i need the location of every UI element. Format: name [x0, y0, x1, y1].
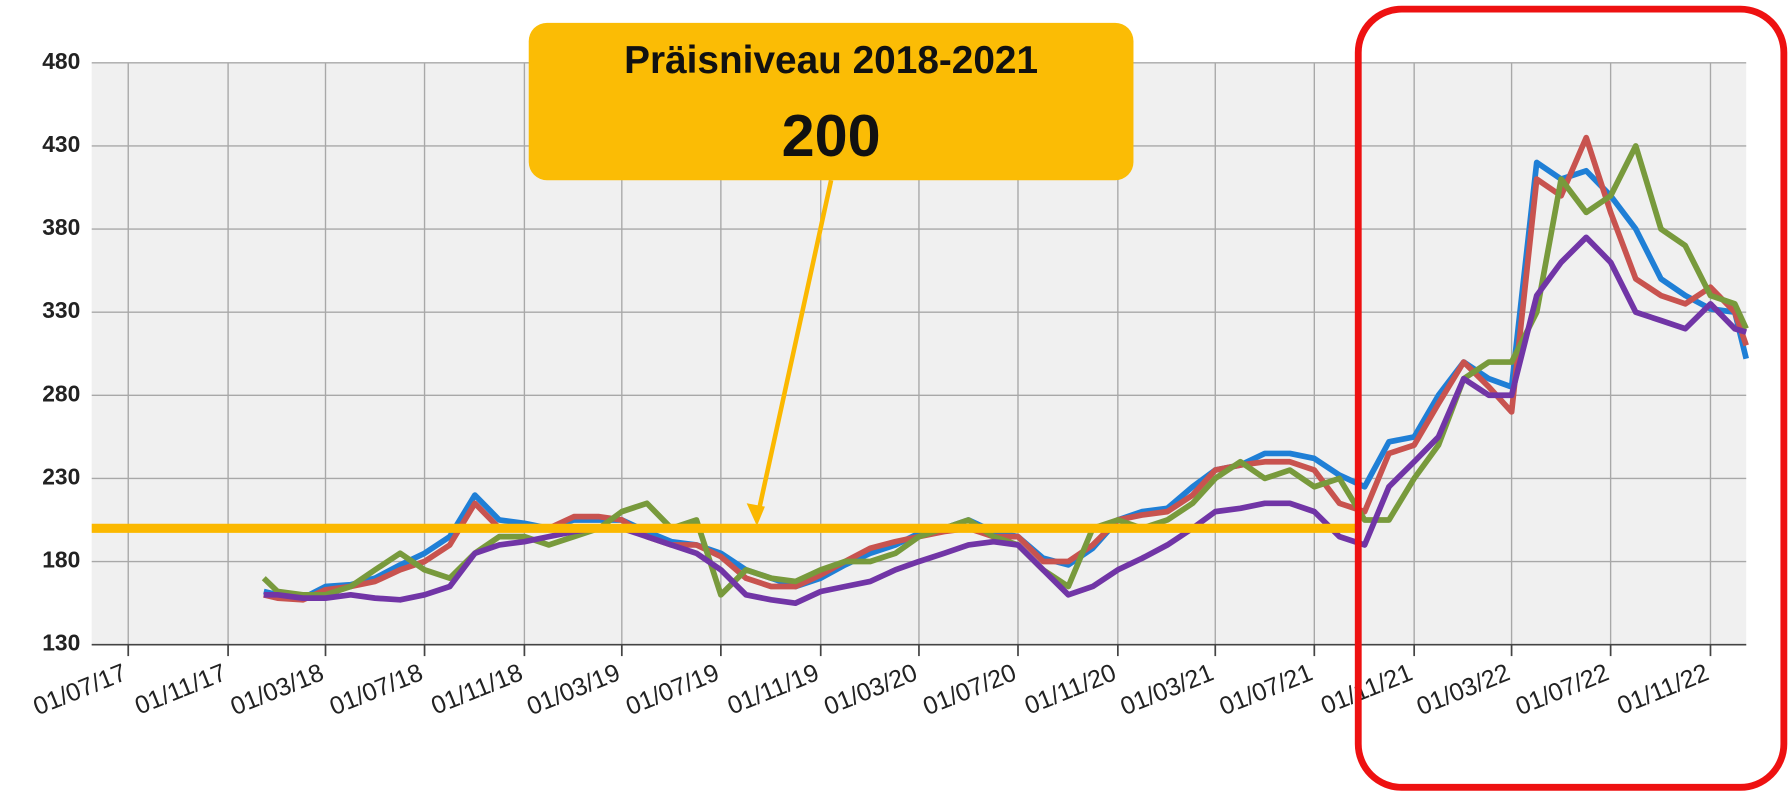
annotation: Präisniveau 2018-2021 200: [528, 22, 1134, 181]
x-tick-label: 01/07/18: [326, 659, 427, 722]
x-tick-label: 01/07/17: [29, 659, 130, 722]
annotation-value: 200: [782, 102, 881, 169]
x-tick-label: 01/03/22: [1413, 659, 1514, 722]
x-tick-label: 01/11/21: [1317, 659, 1416, 721]
y-tick-label: 380: [42, 214, 80, 240]
y-tick-label: 280: [42, 380, 80, 406]
x-tick-label: 01/03/21: [1116, 659, 1217, 722]
x-tick-label: 01/11/22: [1613, 659, 1712, 721]
y-tick-label: 230: [42, 463, 80, 489]
x-tick-label: 01/11/18: [427, 659, 526, 721]
y-tick-label: 480: [42, 48, 80, 74]
y-tick-label: 430: [42, 131, 80, 157]
annotation-box: [528, 22, 1134, 181]
series-line: [263, 234, 1748, 606]
x-tick-label: 01/03/18: [227, 659, 328, 722]
x-tick-label: 01/11/20: [1021, 659, 1120, 721]
annotation-text: Präisniveau 2018-2021: [624, 39, 1038, 82]
annotation-arrow: [754, 179, 834, 520]
x-tick-label: 01/11/17: [131, 659, 230, 721]
x-tick-label: 01/07/21: [1215, 659, 1316, 722]
y-tick-label: 130: [42, 630, 80, 656]
y-tick-label: 330: [42, 297, 80, 323]
annotation-arrowhead: [746, 503, 765, 527]
x-tick-label: 01/11/19: [724, 659, 823, 721]
x-tick-label: 01/07/19: [622, 659, 723, 722]
x-tick-label: 01/07/22: [1512, 659, 1613, 722]
x-tick-label: 01/03/19: [523, 659, 624, 722]
highlight-frame: [1354, 5, 1788, 791]
x-tick-label: 01/07/20: [919, 659, 1020, 722]
y-tick-label: 180: [42, 547, 80, 573]
x-tick-label: 01/03/20: [820, 659, 921, 722]
lines: [91, 134, 1749, 606]
